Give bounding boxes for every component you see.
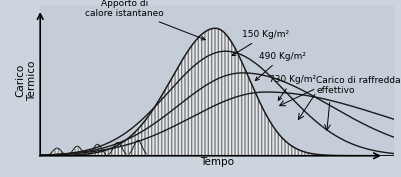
Y-axis label: Carico
Termico: Carico Termico: [16, 60, 37, 101]
Text: Apporto di
calore istantaneo: Apporto di calore istantaneo: [85, 0, 205, 40]
Text: Carico di raffreddamento
effettivo: Carico di raffreddamento effettivo: [316, 76, 401, 95]
Text: 150 Kg/m²: 150 Kg/m²: [232, 30, 289, 56]
Text: 730 Kg/m²: 730 Kg/m²: [269, 75, 316, 100]
Text: 490 Kg/m²: 490 Kg/m²: [255, 52, 306, 81]
X-axis label: Tempo: Tempo: [200, 157, 233, 167]
